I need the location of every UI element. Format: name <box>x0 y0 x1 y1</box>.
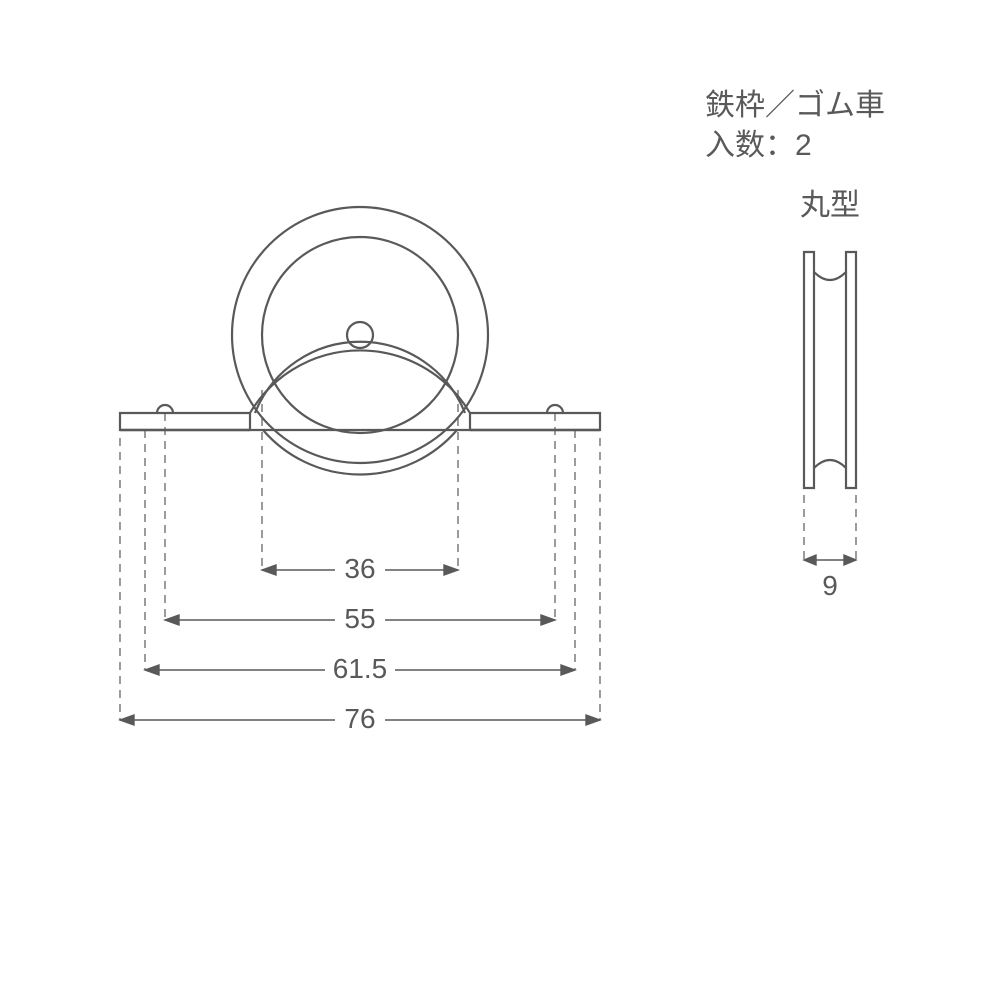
shape-label: 丸型 <box>800 189 860 222</box>
quantity-label: 入数：2 <box>705 129 812 162</box>
dim-61-5: 61.5 <box>333 653 388 684</box>
side-view <box>804 252 856 488</box>
dim-76: 76 <box>344 703 375 734</box>
side-dim <box>804 555 856 565</box>
side-extension <box>804 495 856 560</box>
front-view <box>120 207 600 474</box>
dim-9: 9 <box>822 570 838 601</box>
dim-36: 36 <box>344 553 375 584</box>
material-label: 鉄枠／ゴム車 <box>705 89 885 122</box>
dim-55: 55 <box>344 603 375 634</box>
technical-drawing: 鉄枠／ゴム車 入数：2 丸型 <box>0 0 1000 1000</box>
